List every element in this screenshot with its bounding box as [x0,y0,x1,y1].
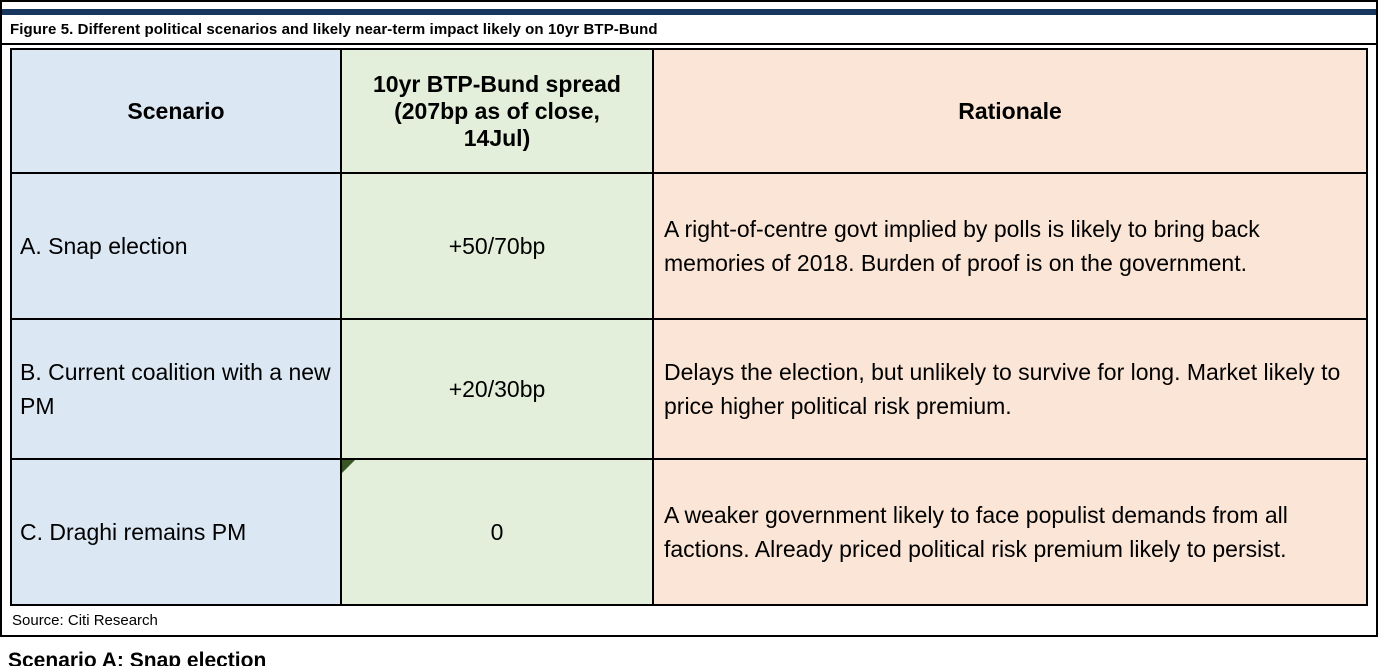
table-row: C. Draghi remains PM 0 A weaker governme… [10,458,1368,606]
figure-container: Figure 5. Different political scenarios … [0,0,1378,637]
spread-cell: 0 [340,458,654,606]
spread-cell: +20/30bp [340,318,654,460]
header-scenario: Scenario [10,48,342,174]
scenario-cell: A. Snap election [10,172,342,320]
scenario-cell: C. Draghi remains PM [10,458,342,606]
spread-cell: +50/70bp [340,172,654,320]
scenario-cell: B. Current coalition with a new PM [10,318,342,460]
table-row: B. Current coalition with a new PM +20/3… [10,318,1368,460]
scenario-table: Scenario 10yr BTP-Bund spread (207bp as … [10,48,1368,606]
top-accent-rule [2,9,1376,15]
header-spread: 10yr BTP-Bund spread (207bp as of close,… [340,48,654,174]
next-section-heading-partial: Scenario A: Snap election [8,649,267,666]
cell-corner-flag-icon [342,460,355,473]
spread-value: 0 [490,518,504,545]
header-rationale: Rationale [652,48,1368,174]
rationale-cell: Delays the election, but unlikely to sur… [652,318,1368,460]
figure-caption: Figure 5. Different political scenarios … [2,15,1376,45]
table-header-row: Scenario 10yr BTP-Bund spread (207bp as … [10,48,1368,174]
rationale-cell: A weaker government likely to face popul… [652,458,1368,606]
rationale-cell: A right-of-centre govt implied by polls … [652,172,1368,320]
table-row: A. Snap election +50/70bp A right-of-cen… [10,172,1368,320]
source-note: Source: Citi Research [12,612,158,629]
